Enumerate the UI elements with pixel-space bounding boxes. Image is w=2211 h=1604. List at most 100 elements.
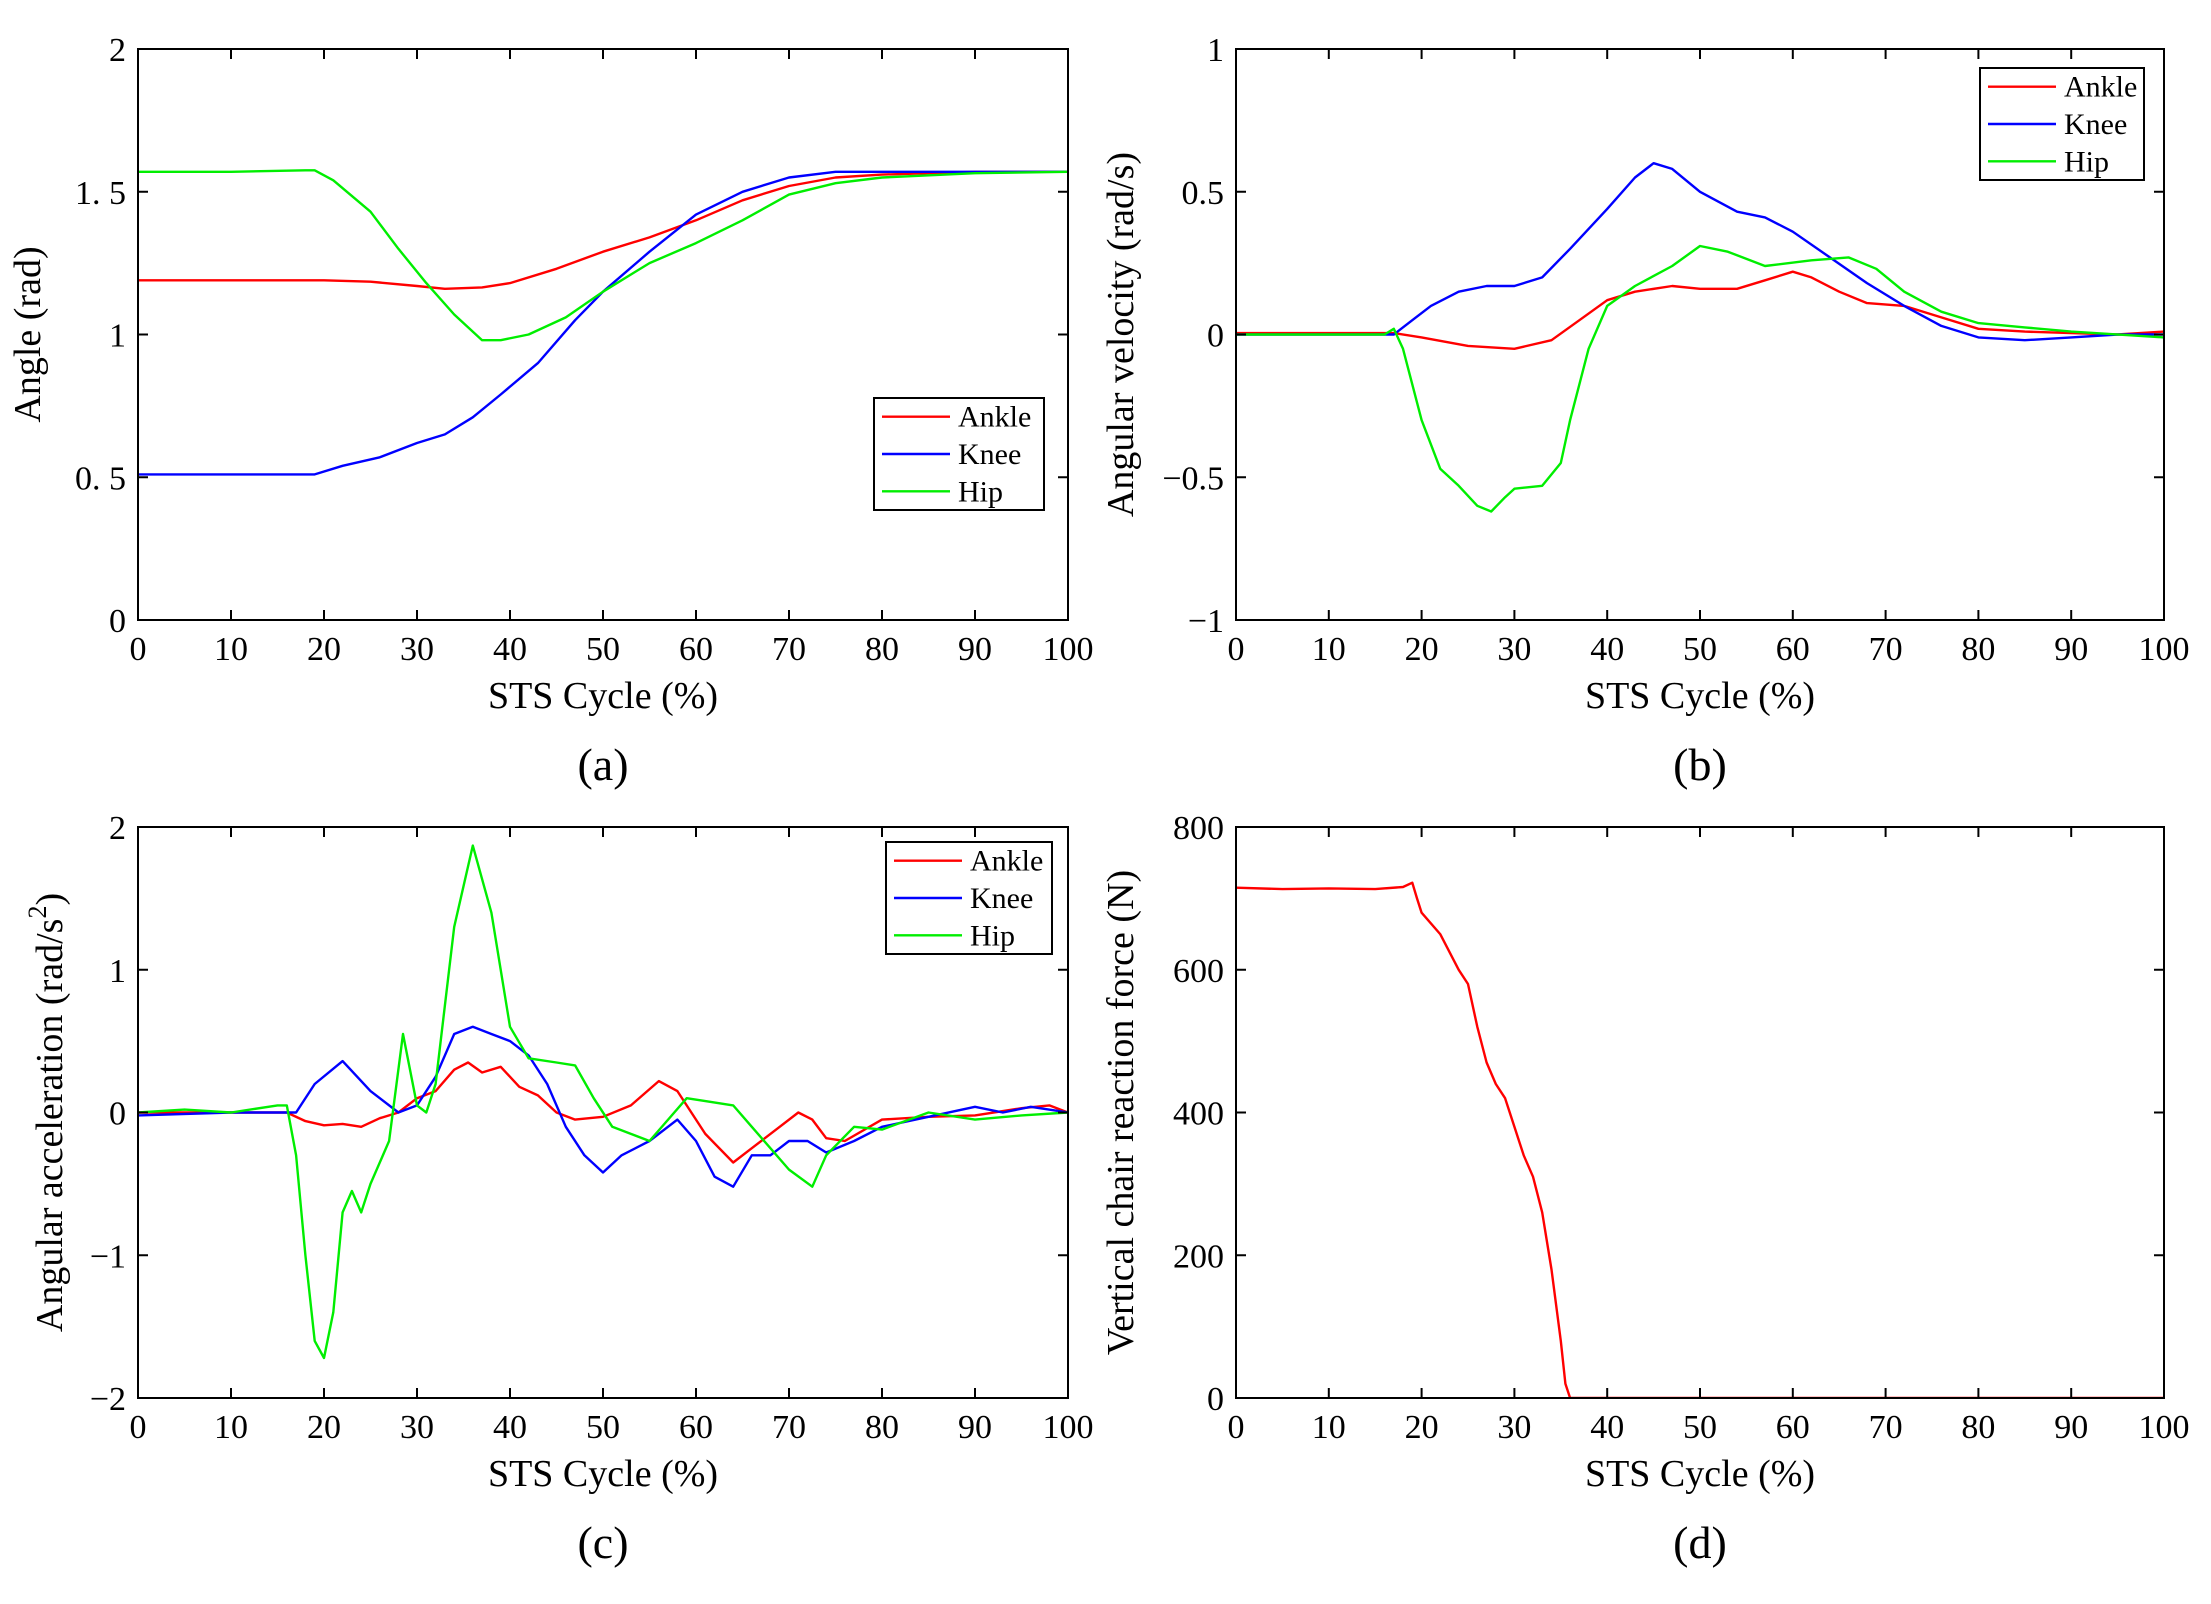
y-tick-label: −1 [1188, 603, 1224, 640]
series-line-knee [138, 170, 1068, 476]
y-tick-label: 0 [109, 1096, 126, 1133]
x-axis-label: STS Cycle (%) [488, 1453, 718, 1495]
x-tick-label: 60 [679, 631, 713, 668]
x-tick-label: 0 [1228, 631, 1245, 668]
series-line-knee [1236, 162, 2164, 342]
x-axis-label: STS Cycle (%) [1585, 675, 1815, 717]
y-tick-label: 2 [109, 810, 126, 847]
y-axis-label: Angular velocity (rad/s) [1100, 152, 1142, 517]
y-axis-label-text: Angular velocity (rad/s) [1100, 152, 1142, 517]
legend: Ankle Knee Hip [873, 397, 1045, 511]
x-tick-label: 90 [2054, 631, 2088, 668]
panel-a: 0 10 20 30 40 50 60 70 80 90 100 0 0. 5 1 1. 5 2 STS Cyc… [7, 32, 1094, 790]
y-tick-label: 0. 5 [75, 460, 126, 497]
x-tick-label: 30 [400, 631, 434, 668]
legend: Ankle Knee Hip [1979, 67, 2145, 181]
series-line-hip [138, 844, 1068, 1360]
x-tick-label: 20 [1405, 1409, 1439, 1446]
x-tick-label: 20 [307, 631, 341, 668]
x-tick-label: 50 [586, 1409, 620, 1446]
x-tick-label: 40 [1590, 631, 1624, 668]
series-line-hip [1236, 244, 2164, 513]
x-tick-label: 60 [679, 1409, 713, 1446]
y-tick-label: −0.5 [1162, 460, 1224, 497]
x-tick-label: 100 [1043, 1409, 1094, 1446]
series-line-hip [138, 169, 1068, 342]
legend-label-hip: Hip [970, 919, 1015, 952]
x-tick-label: 30 [1497, 631, 1531, 668]
x-tick-label: 60 [1776, 1409, 1810, 1446]
series-line-knee [138, 1025, 1068, 1188]
x-tick-label: 30 [400, 1409, 434, 1446]
x-tick-label: 100 [2139, 631, 2190, 668]
y-tick-label: 400 [1173, 1096, 1224, 1133]
x-tick-label: 80 [1961, 631, 1995, 668]
axes-frame [137, 48, 1069, 621]
axes-frame [1235, 826, 2165, 1399]
y-tick-label: 0.5 [1182, 175, 1225, 212]
panel-b: 0 10 20 30 40 50 60 70 80 90 100 −1 −0.5 0 0.5 1 STS Cyc… [1100, 32, 2190, 790]
x-tick-label: 20 [1405, 631, 1439, 668]
y-tick-label: 0 [1207, 318, 1224, 355]
panel-label: (b) [1673, 739, 1727, 790]
y-tick-label: 1 [109, 318, 126, 355]
panel-c: 0 10 20 30 40 50 60 70 80 90 100 −2 −1 0 1 2 STS Cycle (… [23, 810, 1094, 1568]
y-tick-label: 1 [109, 953, 126, 990]
x-tick-label: 50 [1683, 1409, 1717, 1446]
x-tick-label: 50 [586, 631, 620, 668]
y-axis-label-text: Angular acceleration (rad/s [29, 919, 71, 1333]
y-tick-label: −1 [90, 1238, 126, 1275]
y-axis-label-superscript: 2 [23, 906, 52, 919]
x-tick-label: 0 [1228, 1409, 1245, 1446]
legend-label-ankle: Ankle [2064, 71, 2137, 104]
x-tick-label: 40 [1590, 1409, 1624, 1446]
x-tick-label: 70 [1869, 631, 1903, 668]
x-tick-label: 10 [1312, 631, 1346, 668]
legend-label-knee: Knee [970, 882, 1033, 915]
x-tick-label: 40 [493, 631, 527, 668]
panel-label: (c) [577, 1517, 628, 1568]
legend-label-hip: Hip [958, 475, 1003, 508]
x-tick-label: 10 [1312, 1409, 1346, 1446]
x-tick-label: 0 [130, 631, 147, 668]
y-axis-label: Angular acceleration (rad/s2) [23, 893, 71, 1332]
x-tick-label: 10 [214, 1409, 248, 1446]
x-tick-label: 80 [1961, 1409, 1995, 1446]
y-tick-label: 1. 5 [75, 175, 126, 212]
panel-d: 0 10 20 30 40 50 60 70 80 90 100 0 200 400 600 800 STS C… [1100, 810, 2190, 1568]
x-tick-label: 90 [958, 631, 992, 668]
y-tick-label: 600 [1173, 953, 1224, 990]
x-tick-label: 0 [130, 1409, 147, 1446]
y-tick-label: 800 [1173, 810, 1224, 847]
y-tick-label: 2 [109, 32, 126, 69]
legend-label-ankle: Ankle [970, 845, 1043, 878]
x-tick-label: 70 [1869, 1409, 1903, 1446]
legend-label-knee: Knee [2064, 108, 2127, 141]
x-tick-label: 40 [493, 1409, 527, 1446]
legend: Ankle Knee Hip [885, 841, 1053, 955]
x-tick-label: 30 [1497, 1409, 1531, 1446]
x-tick-label: 80 [865, 1409, 899, 1446]
x-tick-label: 70 [772, 631, 806, 668]
y-axis-label-suffix: ) [29, 893, 71, 906]
x-tick-label: 100 [2139, 1409, 2190, 1446]
y-axis-label-text: Vertical chair reaction force (N) [1100, 870, 1142, 1355]
x-tick-label: 90 [2054, 1409, 2088, 1446]
y-tick-label: −2 [90, 1381, 126, 1418]
y-tick-label: 0 [109, 603, 126, 640]
y-tick-label: 200 [1173, 1238, 1224, 1275]
x-axis-label: STS Cycle (%) [1585, 1453, 1815, 1495]
legend-label-ankle: Ankle [958, 401, 1031, 434]
panel-label: (d) [1673, 1517, 1727, 1568]
x-tick-label: 50 [1683, 631, 1717, 668]
x-tick-label: 80 [865, 631, 899, 668]
y-axis-label-text: Angle (rad) [7, 246, 49, 422]
x-tick-label: 70 [772, 1409, 806, 1446]
legend-label-knee: Knee [958, 438, 1021, 471]
legend-label-hip: Hip [2064, 145, 2109, 178]
x-axis-label: STS Cycle (%) [488, 675, 718, 717]
x-tick-label: 10 [214, 631, 248, 668]
y-axis-label: Angle (rad) [7, 246, 49, 422]
y-tick-label: 1 [1207, 32, 1224, 69]
